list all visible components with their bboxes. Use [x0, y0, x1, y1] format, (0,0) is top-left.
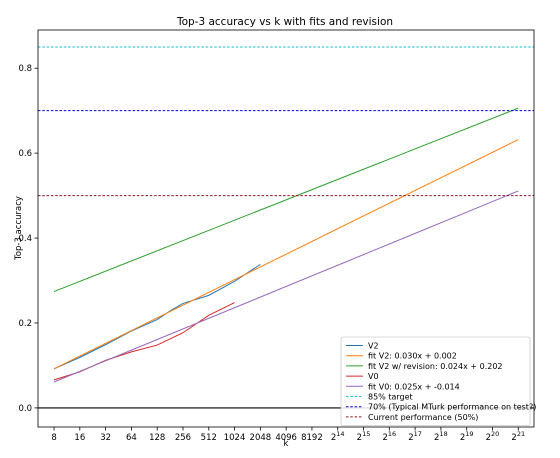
y-tick-label: 0.6	[18, 149, 32, 159]
legend-label: fit V2 w/ revision: 0.024x + 0.202	[368, 362, 503, 371]
series-line-2	[53, 107, 519, 293]
x-tick-label: 215	[357, 430, 371, 443]
x-tick-label: 218	[434, 430, 448, 443]
x-tick-label: 1024	[224, 433, 246, 443]
axis-ticks: 8 16 32 64 128 256 512 1024 2048 4096 8192 214 215 21…	[18, 64, 525, 443]
x-tick-label: 221	[511, 430, 525, 443]
legend-label: 70% (Typical MTurk performance on test?)	[368, 403, 536, 412]
series-line-3	[53, 302, 235, 381]
x-tick-label: 217	[408, 430, 422, 443]
x-tick-label: 16	[74, 433, 85, 443]
series-line-0	[53, 263, 261, 370]
x-axis-title: k	[284, 439, 289, 449]
legend-box	[340, 336, 531, 426]
x-tick-label: 256	[175, 433, 191, 443]
x-tick-label: 8192	[301, 433, 323, 443]
x-tick-label: 214	[331, 430, 345, 443]
x-tick-label: 219	[460, 430, 474, 443]
x-tick-label: 220	[486, 430, 500, 443]
x-tick-label: 32	[100, 433, 111, 443]
y-tick-label: 0.8	[18, 64, 32, 74]
legend-label: V2	[368, 342, 379, 351]
series-line-1	[53, 139, 519, 370]
y-tick-label: 0.4	[18, 234, 32, 244]
chart-title: Top-3 accuracy vs k with fits and revisi…	[176, 16, 393, 28]
x-tick-label: 2048	[250, 433, 272, 443]
x-tick-label: 8	[51, 433, 56, 443]
legend-label: 85% target	[368, 393, 413, 402]
legend-label: Current performance (50%)	[368, 413, 478, 422]
x-tick-label: 64	[126, 433, 137, 443]
y-axis-title: Top-3 accuracy	[14, 196, 24, 261]
legend-label: fit V2: 0.030x + 0.002	[368, 352, 457, 361]
x-tick-label: 128	[149, 433, 165, 443]
y-tick-label: 0.2	[18, 319, 32, 329]
series-line-4	[53, 190, 519, 383]
y-tick-label: 0.0	[18, 404, 32, 414]
x-tick-label: 216	[382, 430, 396, 443]
x-tick-label: 4096	[275, 433, 297, 443]
legend-label: V0	[368, 372, 379, 381]
x-tick-label: 512	[201, 433, 217, 443]
legend-label: fit V0: 0.025x + -0.014	[368, 382, 460, 391]
